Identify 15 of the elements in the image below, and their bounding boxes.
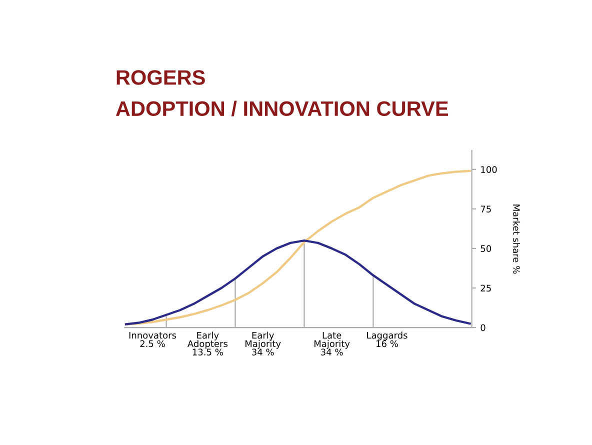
- y-tick-label: 100: [481, 166, 497, 173]
- chart-subtitle: ADOPTION / INNOVATION CURVE: [116, 100, 448, 116]
- line-series: [124, 170, 471, 326]
- x-tick-label: Early Majority 34 %: [246, 332, 281, 356]
- x-tick-label: Innovators 2.5 %: [129, 332, 176, 348]
- y-tick-label: 75: [480, 206, 491, 212]
- y-axis-title: Market share %: [513, 204, 520, 274]
- line-series: [124, 239, 471, 326]
- x-tick-label: Late Majority 34 %: [314, 332, 350, 356]
- chart-title: ROGERS: [116, 70, 205, 85]
- y-tick-label: 25: [480, 284, 491, 292]
- x-tick-label: Laggards 16 %: [367, 332, 408, 348]
- y-tick-label: 50: [480, 245, 492, 252]
- x-tick-label: Early Adopters 13.5 %: [187, 332, 228, 356]
- y-tick-label: 0: [480, 324, 486, 332]
